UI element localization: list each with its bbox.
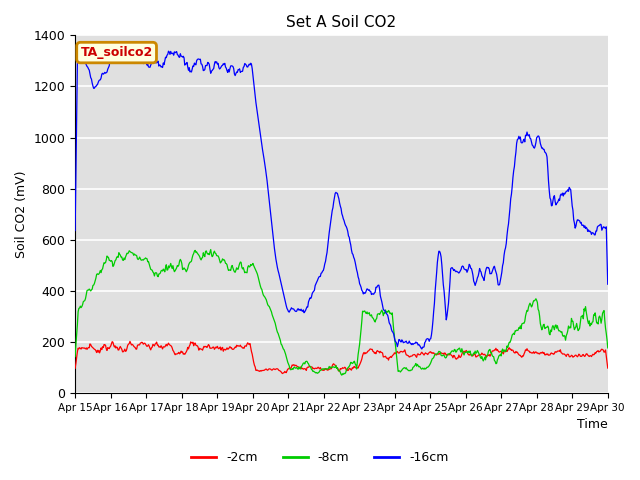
Y-axis label: Soil CO2 (mV): Soil CO2 (mV) [15,170,28,258]
Legend: -2cm, -8cm, -16cm: -2cm, -8cm, -16cm [186,446,454,469]
Text: TA_soilco2: TA_soilco2 [81,46,153,59]
X-axis label: Time: Time [577,419,608,432]
Title: Set A Soil CO2: Set A Soil CO2 [286,15,397,30]
